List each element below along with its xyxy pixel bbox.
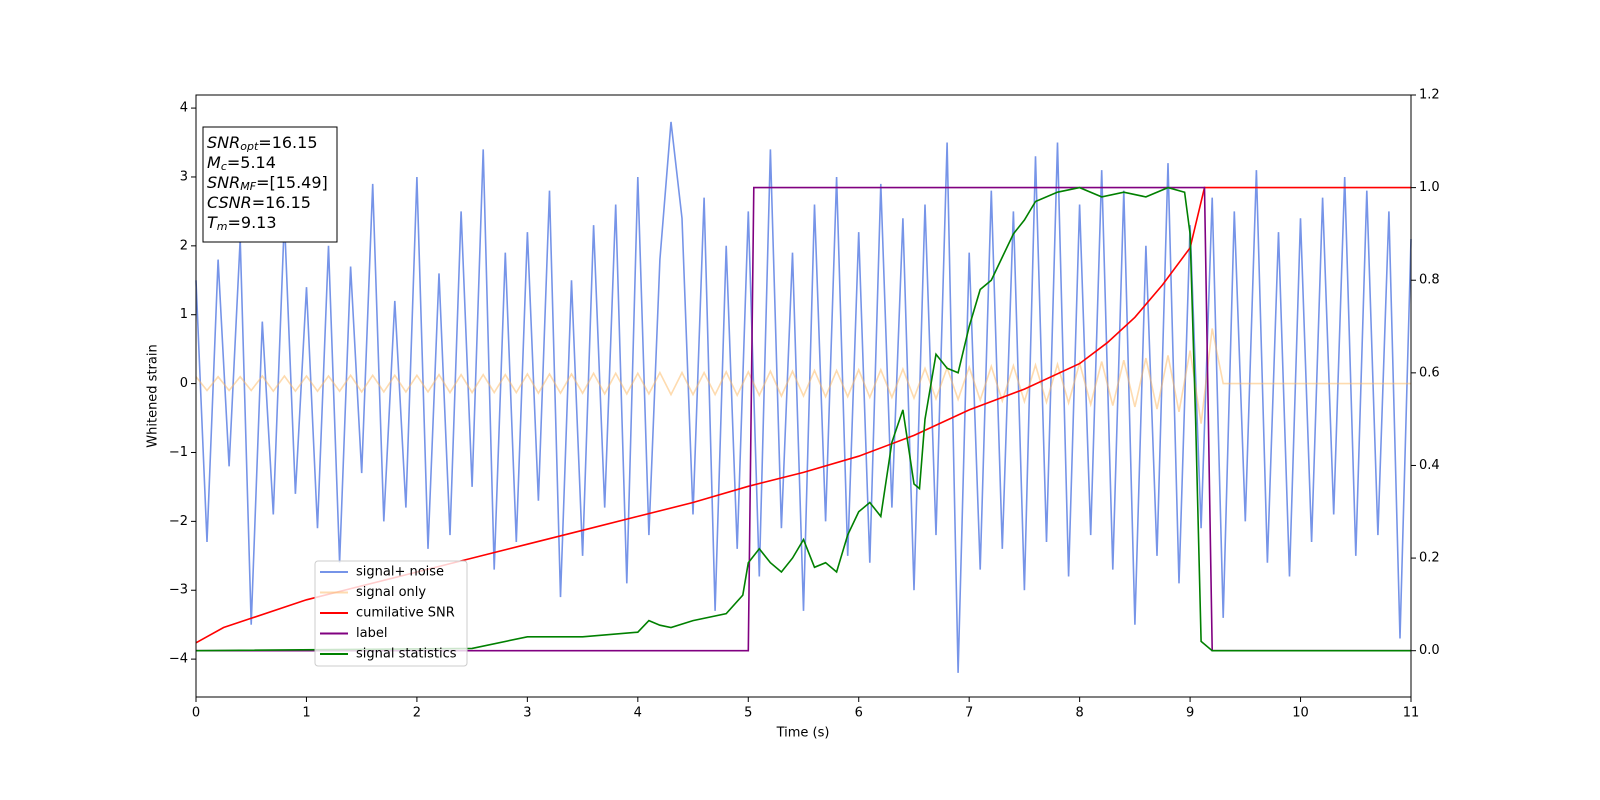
y2-tick-label: 0.0 [1419, 643, 1440, 658]
y2-tick-label: 0.8 [1419, 273, 1440, 288]
y-tick-label: 4 [180, 101, 188, 116]
x-tick-label: 8 [1075, 706, 1083, 721]
x-tick-label: 11 [1403, 706, 1420, 721]
annotation-main: M [207, 153, 221, 172]
annotation-line: Mc=5.14 [207, 153, 276, 174]
annotation-main: SNR [207, 133, 240, 152]
y-tick-label: 3 [180, 169, 188, 184]
annotation-box [202, 126, 338, 243]
legend-label: signal only [356, 585, 426, 600]
y2-tick-label: 0.2 [1419, 551, 1440, 566]
x-axis-label: Time (s) [776, 726, 830, 741]
legend-label: cumilative SNR [356, 606, 455, 621]
x-tick-label: 0 [192, 706, 200, 721]
x-tick-label: 3 [523, 706, 531, 721]
y-tick-label: −1 [169, 445, 188, 460]
annotation-line: SNRopt=16.15 [207, 133, 318, 154]
annotation-value: =[15.49] [256, 173, 328, 192]
x-tick-label: 1 [302, 706, 310, 721]
annotation-sub: m [217, 220, 228, 233]
y2-tick-label: 0.4 [1419, 458, 1440, 473]
y-tick-label: 0 [180, 376, 188, 391]
annotation-sub: MF [240, 180, 256, 193]
x-tick-label: 7 [965, 706, 973, 721]
y-tick-label: −4 [169, 652, 188, 667]
annotation-value: =5.14 [227, 153, 276, 172]
x-tick-label: 6 [855, 706, 863, 721]
annotation-sub: c [221, 160, 227, 173]
annotation-main: SNR [207, 173, 240, 192]
y2-tick-label: 1.0 [1419, 180, 1440, 195]
annotation-value: =16.15 [258, 133, 317, 152]
annotation-main: CSNR [207, 193, 252, 212]
x-tick-label: 4 [634, 706, 642, 721]
legend-box [314, 560, 468, 667]
annotation-line: CSNR=16.15 [207, 193, 311, 212]
y2-tick-label: 1.2 [1419, 88, 1440, 103]
legend-label: signal statistics [356, 647, 457, 662]
annotation-value: =16.15 [252, 193, 311, 212]
series-line [195, 186, 1411, 652]
y-tick-label: −3 [169, 583, 188, 598]
annotation-line: Tm=9.13 [207, 213, 277, 234]
plot-frame [195, 94, 1412, 698]
y-axis-label: Whitened strain [146, 344, 161, 447]
series-line [195, 328, 1411, 424]
legend-label: signal+ noise [356, 565, 444, 580]
x-tick-label: 2 [413, 706, 421, 721]
y-tick-label: 2 [180, 238, 188, 253]
annotation-value: =9.13 [228, 213, 277, 232]
legend-label: label [356, 626, 387, 641]
x-tick-label: 5 [744, 706, 752, 721]
annotation-sub: opt [240, 140, 259, 153]
series-line [195, 121, 1412, 673]
annotation-line: SNRMF=[15.49] [207, 173, 328, 194]
annotation-main: T [207, 213, 218, 232]
x-tick-label: 10 [1292, 706, 1309, 721]
y2-tick-label: 0.6 [1419, 365, 1440, 380]
x-tick-label: 9 [1186, 706, 1194, 721]
y-tick-label: −2 [169, 514, 188, 529]
y-tick-label: 1 [180, 307, 188, 322]
